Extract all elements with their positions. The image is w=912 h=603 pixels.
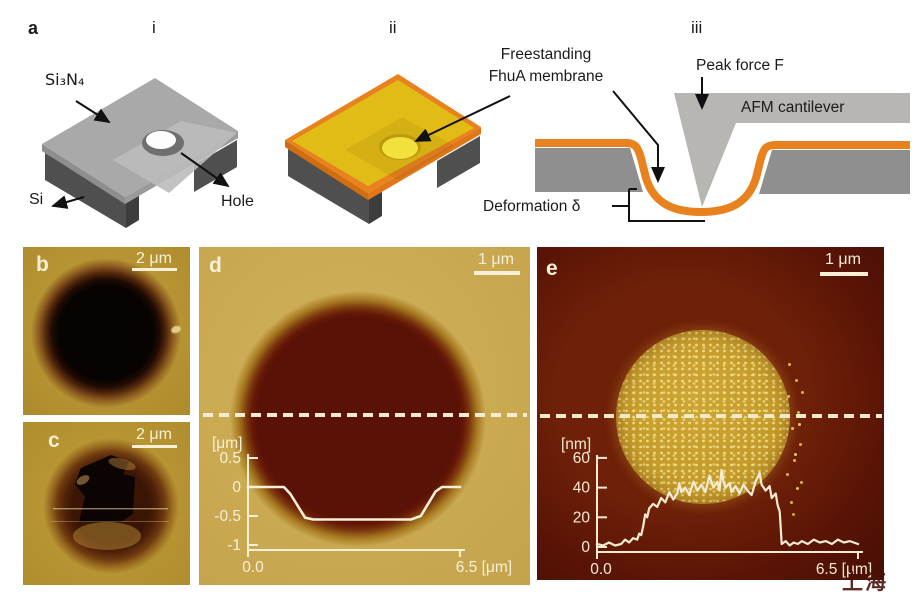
freestanding-membrane-spot xyxy=(382,137,418,159)
svg-text:0: 0 xyxy=(581,539,590,556)
roman-iii-label: iii xyxy=(691,18,703,37)
panel-d-scalebar xyxy=(474,271,520,275)
panel-b-scalebar-label: 2 μm xyxy=(136,250,172,267)
cross-section-iii-schematic xyxy=(535,93,910,217)
afm-image-open-hole-d: [μm] 0.5 0 -0.5 -1 0.0 6.5 [μm] d 1 μm xyxy=(199,247,530,585)
svg-text:6.5 [μm]: 6.5 [μm] xyxy=(816,561,872,578)
panel-c-detail-svg xyxy=(51,455,169,550)
roman-i-label: i xyxy=(152,18,156,37)
deformation-bracket xyxy=(612,188,705,222)
roman-ii-label: ii xyxy=(389,18,397,37)
svg-text:-0.5: -0.5 xyxy=(214,508,241,525)
svg-text:60: 60 xyxy=(573,450,591,467)
hole-arrow xyxy=(180,152,230,188)
svg-text:40: 40 xyxy=(573,480,591,497)
deformed-membrane xyxy=(535,139,910,217)
panel-d-scalebar-label: 1 μm xyxy=(478,251,514,268)
svg-text:[μm]: [μm] xyxy=(212,435,242,452)
afm-tip xyxy=(674,93,736,207)
svg-text:[nm]: [nm] xyxy=(561,436,591,453)
panel-b-scalebar xyxy=(132,268,177,271)
panel-d-label: d xyxy=(209,254,222,277)
panel-c-scalebar-label: 2 μm xyxy=(136,426,172,443)
chip-ii-schematic xyxy=(285,74,481,224)
si3n4-label: Si₃N₄ xyxy=(45,70,85,89)
panel-a-label: a xyxy=(28,18,39,38)
annotation-arrows xyxy=(51,77,709,222)
svg-text:0: 0 xyxy=(232,479,241,496)
afm-cantilever-label: AFM cantilever xyxy=(741,99,845,116)
panel-e-label: e xyxy=(546,257,558,280)
si-arrow xyxy=(51,195,85,209)
freestanding-arrow-right xyxy=(612,90,665,183)
schematic-svg xyxy=(42,74,910,228)
svg-text:0.0: 0.0 xyxy=(590,561,612,578)
svg-text:-1: -1 xyxy=(227,537,241,554)
watermark-text: 上海 xyxy=(842,571,888,594)
panel-b-label: b xyxy=(36,253,49,276)
panel-d-inset-chart: [μm]0.5 0 -0.5 -10.0 6.5 [μm] xyxy=(203,413,527,576)
panel-c-scalebar xyxy=(132,445,177,448)
svg-text:6.5 [μm]: 6.5 [μm] xyxy=(456,559,512,576)
afm-image-open-hole-b: b 2 μm xyxy=(23,247,190,415)
panel-c-label: c xyxy=(48,429,60,452)
svg-text:0.5: 0.5 xyxy=(219,450,241,467)
ruptured-membrane-shape xyxy=(75,455,135,522)
peak-force-label: Peak force F xyxy=(696,57,784,74)
chip-i-schematic xyxy=(42,78,238,228)
afm-cantilever-beam xyxy=(736,93,910,123)
si-label: Si xyxy=(29,191,44,208)
si3n4-arrow xyxy=(75,100,111,124)
panel-e-inset-chart: [nm]60 40 20 00.0 6.5 [μm] xyxy=(540,414,882,578)
afm-image-covered-hole-e: [nm] 60 40 20 0 0.0 6.5 [μm] e 1 μm xyxy=(537,247,884,580)
afm-image-ruptured-membrane-c: c 2 μm xyxy=(23,422,190,585)
freestanding-membrane-label: Freestanding FhuA membrane xyxy=(488,46,604,85)
freestanding-arrow-left xyxy=(414,95,511,142)
hole-label: Hole xyxy=(221,193,254,210)
afm-debris-blob xyxy=(170,324,182,335)
panel-e-scalebar xyxy=(820,272,868,276)
svg-text:20: 20 xyxy=(573,509,591,526)
svg-text:0.0: 0.0 xyxy=(242,559,264,576)
panel-e-scalebar-label: 1 μm xyxy=(825,251,861,268)
deformation-label: Deformation δ xyxy=(483,198,581,215)
protein-speckle-dots xyxy=(788,363,791,366)
